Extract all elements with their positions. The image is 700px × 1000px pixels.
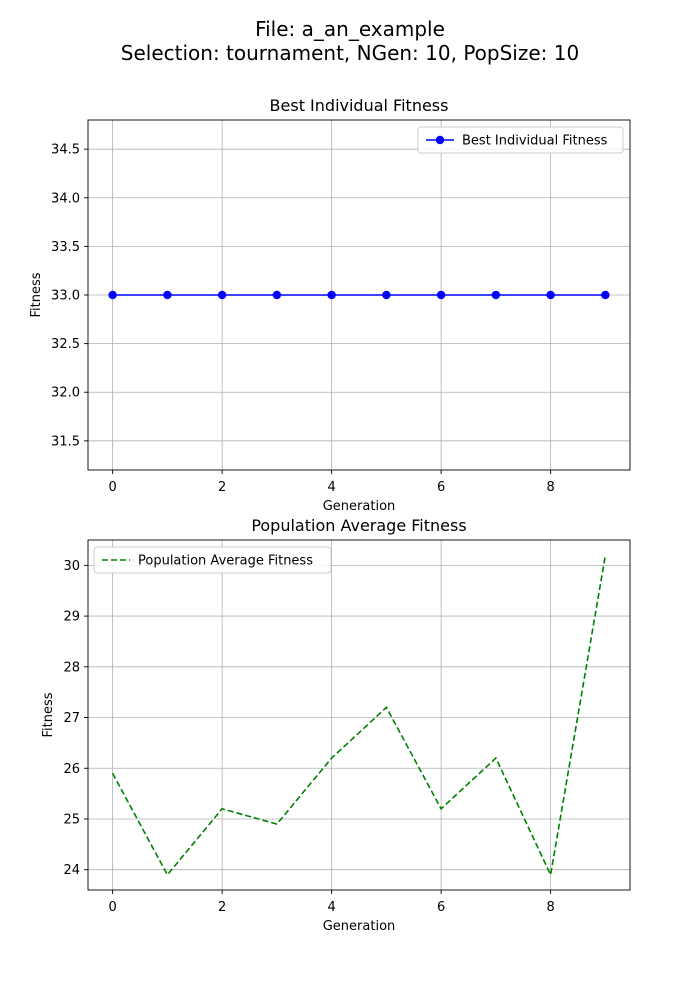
data-point [108, 290, 117, 300]
y-tick-label: 25 [63, 812, 80, 827]
chart-title: Best Individual Fitness [270, 96, 449, 115]
data-point [382, 290, 391, 300]
x-axis-label: Generation [323, 919, 396, 934]
y-tick-label: 34.5 [51, 143, 80, 158]
x-tick-label: 4 [327, 900, 335, 915]
y-tick-label: 24 [63, 863, 80, 878]
series-line [111, 555, 607, 878]
legend-box [93, 546, 332, 574]
legend: Best Individual Fitness [417, 126, 624, 154]
data-point [436, 290, 446, 300]
plot-area [88, 540, 630, 890]
legend-label: Best Individual Fitness [462, 134, 608, 149]
data-point [546, 290, 555, 300]
y-tick-label: 34.0 [51, 191, 80, 206]
y-tick-label: 28 [63, 660, 80, 675]
y-tick-label: 32.5 [51, 337, 80, 352]
axes-frame [87, 539, 631, 891]
x-tick-label: 0 [108, 480, 116, 495]
y-tick-label: 32.0 [51, 386, 80, 401]
data-point [217, 290, 227, 300]
x-tick-label: 2 [218, 480, 226, 495]
y-tick-label: 29 [63, 610, 80, 625]
x-tick-label: 6 [437, 900, 445, 915]
legend-label: Population Average Fitness [138, 554, 313, 569]
data-point [163, 290, 172, 300]
data-point [272, 290, 282, 300]
y-tick-label: 31.5 [51, 434, 80, 449]
y-tick-label: 27 [63, 711, 80, 726]
data-point [327, 290, 336, 300]
figure-title-line1: File: a_an_example [255, 17, 445, 41]
x-tick-label: 8 [546, 480, 554, 495]
x-tick-label: 2 [218, 900, 226, 915]
x-tick-label: 4 [327, 480, 335, 495]
y-tick-label: 26 [63, 762, 80, 777]
y-axis-label: Fitness [41, 692, 56, 737]
legend-box [417, 126, 624, 154]
y-tick-label: 33.0 [51, 289, 80, 304]
x-axis-label: Generation [323, 499, 396, 514]
x-tick-label: 0 [108, 900, 116, 915]
legend-marker [435, 135, 445, 145]
legend: Population Average Fitness [93, 546, 332, 574]
best-fitness-chart: 0 2 4 6 8 31.5 32.0 32.5 33.0 33.5 34.0 34.5 Best In… [29, 96, 631, 514]
y-tick-label: 30 [63, 559, 80, 574]
y-axis-label: Fitness [29, 272, 44, 317]
chart-title: Population Average Fitness [251, 516, 466, 535]
figure-title-line2: Selection: tournament, NGen: 10, PopSize… [121, 41, 579, 65]
data-point [601, 290, 610, 300]
y-tick-label: 33.5 [51, 240, 80, 255]
data-point [491, 290, 501, 300]
x-tick-label: 6 [437, 480, 445, 495]
x-tick-label: 8 [546, 900, 554, 915]
